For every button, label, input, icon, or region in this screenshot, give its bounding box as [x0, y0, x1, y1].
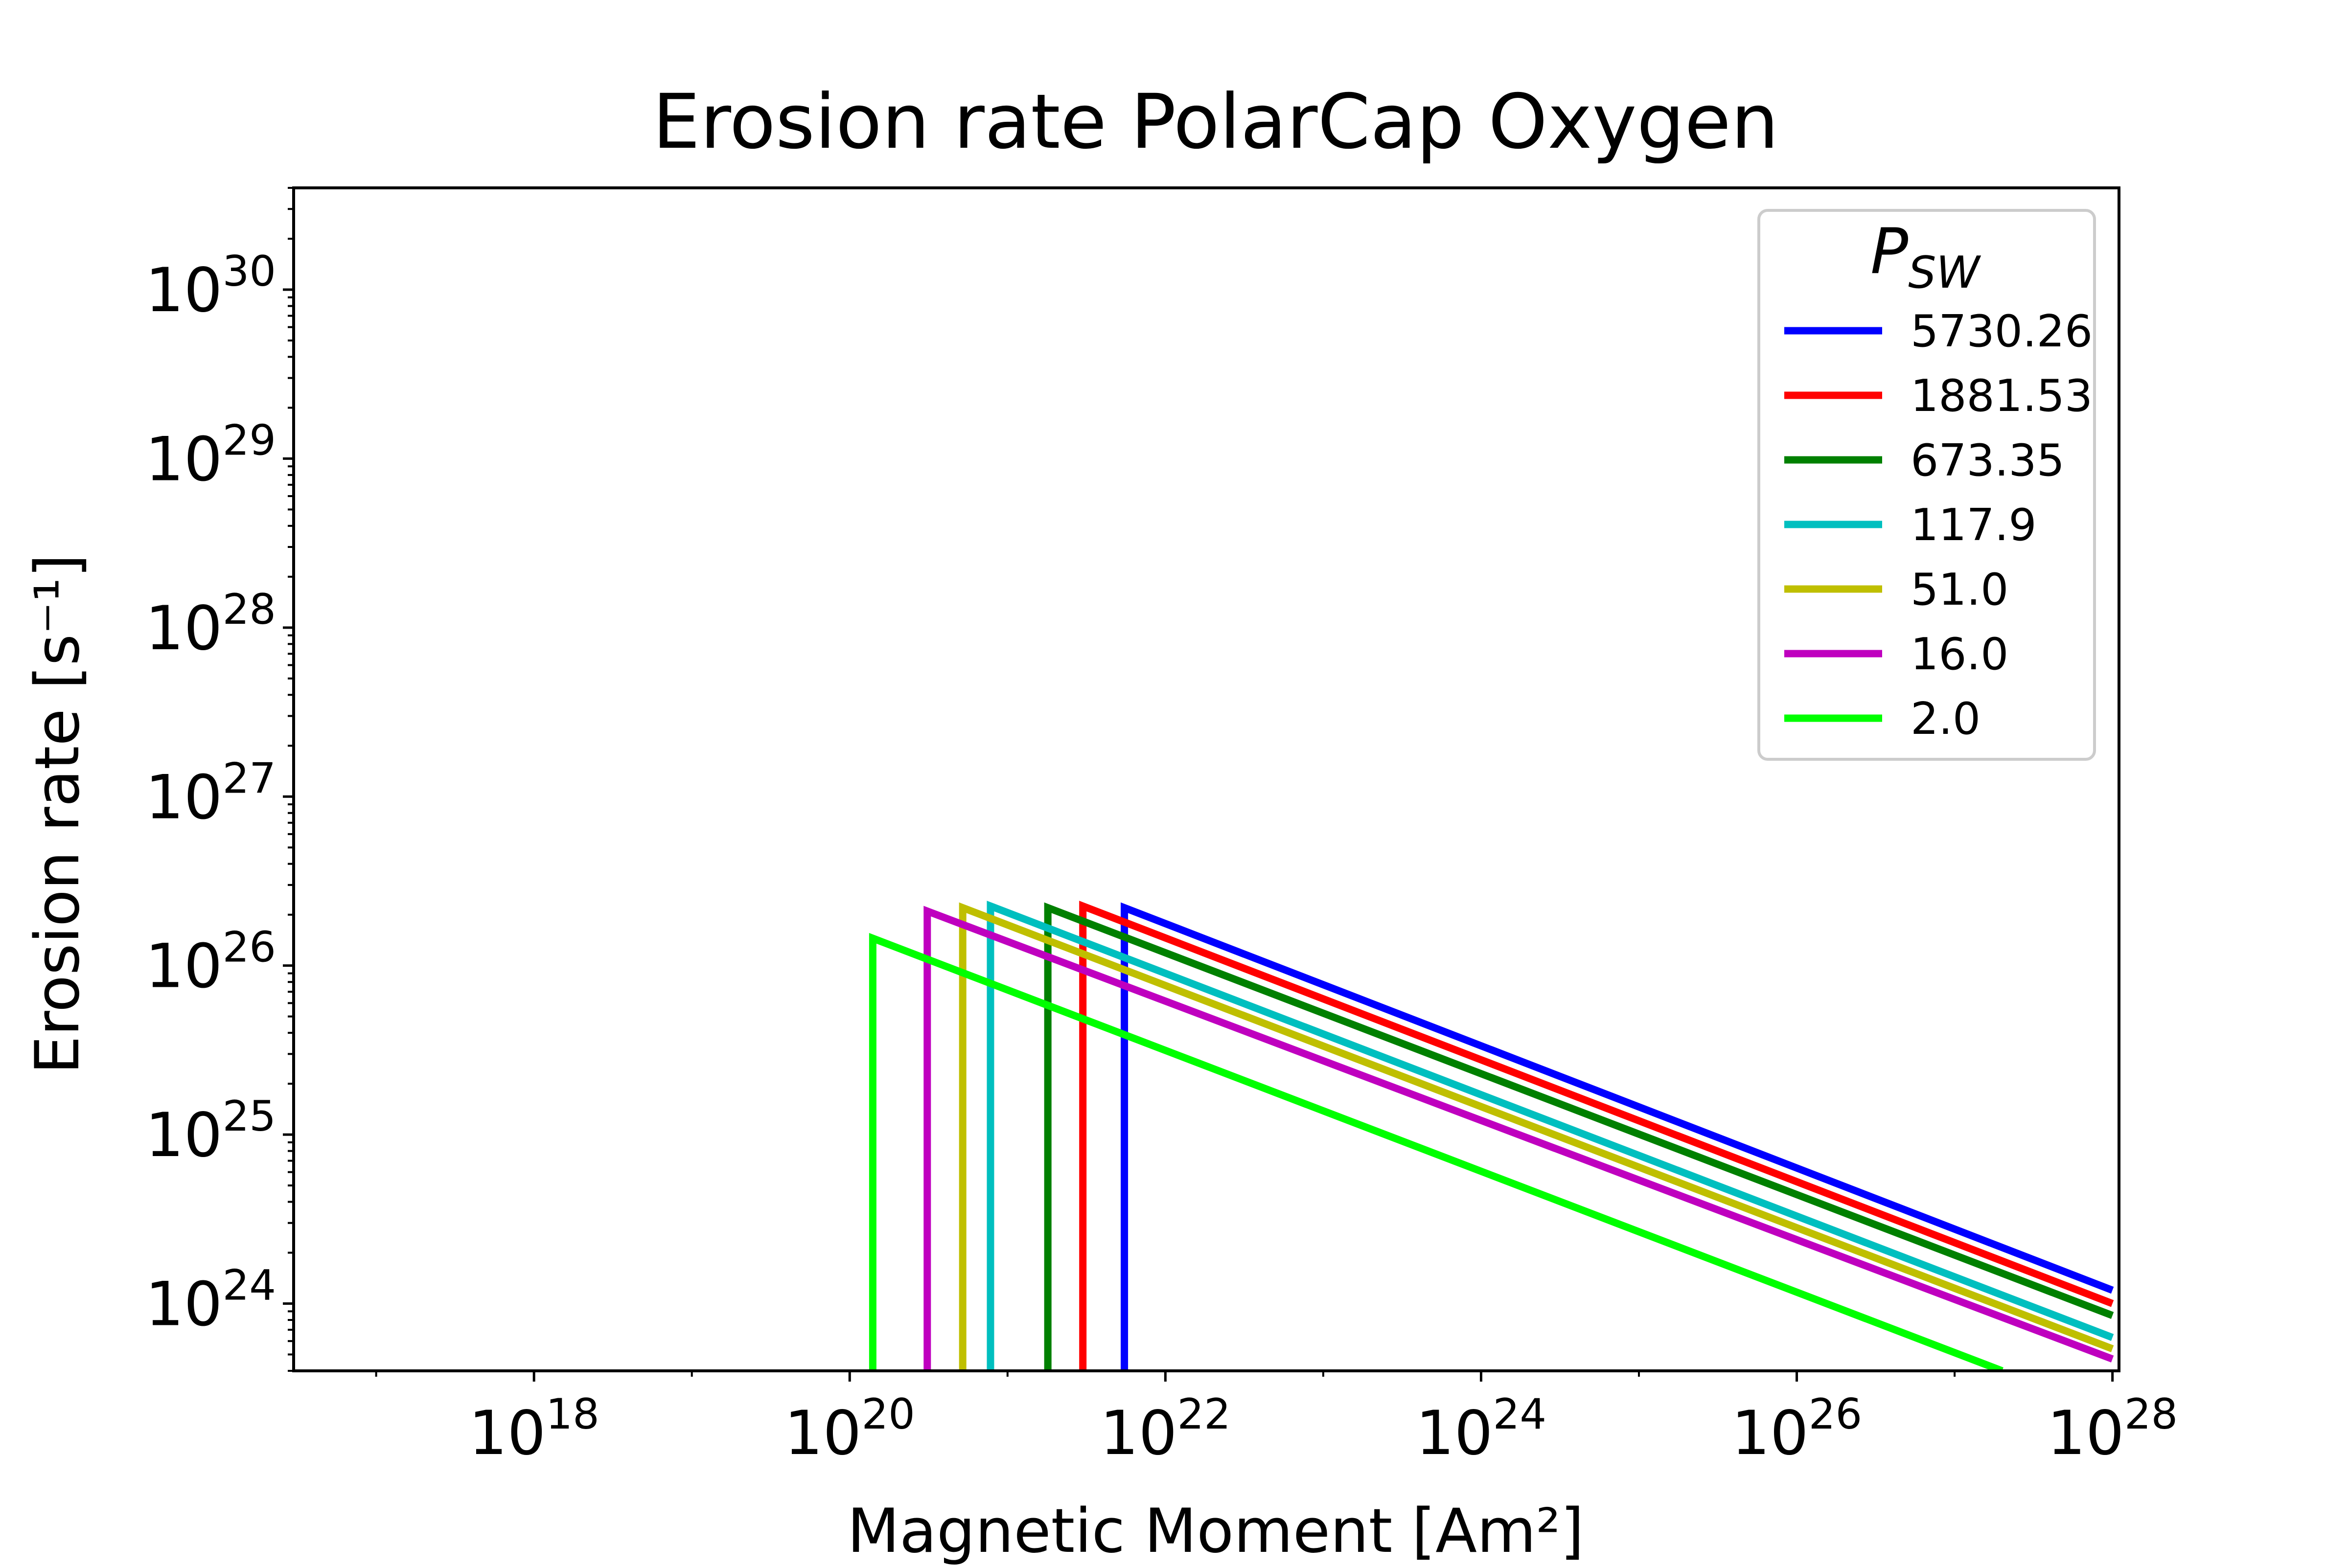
legend-title-subscript: SW	[1908, 247, 1981, 298]
y-tick-label-exponent: 24	[223, 1261, 276, 1310]
y-axis-label: Erosion rate [s⁻¹]	[23, 554, 93, 1074]
y-tick-label-6: 1030	[145, 247, 276, 326]
y-tick-label-3: 1027	[145, 754, 276, 833]
x-tick-label-exponent: 26	[1809, 1390, 1862, 1439]
x-tick-label-exponent: 22	[1177, 1390, 1231, 1439]
legend-entries: 5730.26 1881.53 673.35 117.9 51.0 16.0 2.0	[1784, 306, 2093, 745]
plot-area-frame	[292, 186, 2120, 1372]
series-line-4	[959, 902, 2114, 1371]
series-line-5	[923, 906, 2114, 1371]
x-axis-label: Magnetic Moment [Am²]	[847, 1496, 1584, 1566]
tick-layer: 1018 1020 1022 1024 1026 10281024102510261027…	[145, 187, 2178, 1469]
legend-label-0: 5730.26	[1911, 306, 2093, 357]
y-tick-label-exponent: 26	[223, 923, 276, 972]
legend-title-base: P	[1870, 215, 1908, 288]
y-tick-label-2: 1026	[145, 923, 276, 1002]
series-line-2	[1044, 902, 2114, 1371]
series-line-6	[869, 932, 2004, 1371]
y-tick-label-4: 1028	[145, 585, 276, 664]
x-tick-label-base: 10	[469, 1398, 546, 1469]
y-tick-label-base: 10	[145, 1100, 223, 1171]
series-line-0	[1121, 902, 2114, 1371]
y-tick-label-base: 10	[145, 932, 223, 1002]
y-tick-label-5: 1029	[145, 416, 276, 495]
y-tick-label-base: 10	[145, 424, 223, 495]
y-tick-label-1: 1025	[145, 1092, 276, 1171]
x-tick-label-base: 10	[1100, 1398, 1177, 1469]
series-line-3	[987, 901, 2114, 1371]
x-tick-label-base: 10	[784, 1398, 862, 1469]
legend-label-6: 2.0	[1911, 693, 1981, 745]
y-tick-label-exponent: 30	[223, 247, 276, 296]
x-tick-label-base: 10	[1416, 1398, 1493, 1469]
y-tick-label-base: 10	[145, 255, 223, 326]
legend-label-2: 673.35	[1911, 435, 2065, 486]
legend-label-1: 1881.53	[1911, 370, 2093, 422]
y-tick-label-0: 1024	[145, 1261, 276, 1340]
x-tick-label-exponent: 28	[2124, 1390, 2178, 1439]
x-tick-label-5: 1028	[2047, 1390, 2178, 1469]
x-tick-label-exponent: 18	[546, 1390, 599, 1439]
x-tick-label-base: 10	[2047, 1398, 2124, 1469]
x-tick-label-2: 1022	[1100, 1390, 1231, 1469]
y-tick-label-exponent: 29	[223, 416, 276, 465]
legend-label-4: 51.0	[1911, 564, 2008, 615]
x-tick-label-4: 1026	[1731, 1390, 1862, 1469]
x-tick-label-3: 1024	[1416, 1390, 1546, 1469]
y-tick-label-exponent: 25	[223, 1092, 276, 1141]
legend-label-5: 16.0	[1911, 629, 2008, 680]
legend: PSW 5730.26 1881.53 673.35 117.9 51.0 16.0 2.0	[1757, 209, 2096, 761]
chart-title: Erosion rate PolarCap Oxygen	[652, 78, 1778, 166]
series-line-1	[1079, 901, 2114, 1371]
y-tick-label-base: 10	[145, 593, 223, 664]
legend-label-3: 117.9	[1911, 500, 2037, 551]
x-tick-label-0: 1018	[469, 1390, 599, 1469]
legend-title: PSW	[1870, 215, 1981, 298]
x-tick-label-exponent: 24	[1493, 1390, 1546, 1439]
y-tick-label-exponent: 28	[223, 585, 276, 634]
x-tick-label-exponent: 20	[861, 1390, 915, 1439]
y-tick-label-exponent: 27	[223, 754, 276, 803]
y-tick-label-base: 10	[145, 1270, 223, 1340]
legend-box	[1757, 209, 2096, 761]
x-tick-label-1: 1020	[784, 1390, 915, 1469]
series-layer	[869, 901, 2114, 1371]
y-tick-label-base: 10	[145, 762, 223, 833]
x-tick-label-base: 10	[1731, 1398, 1809, 1469]
